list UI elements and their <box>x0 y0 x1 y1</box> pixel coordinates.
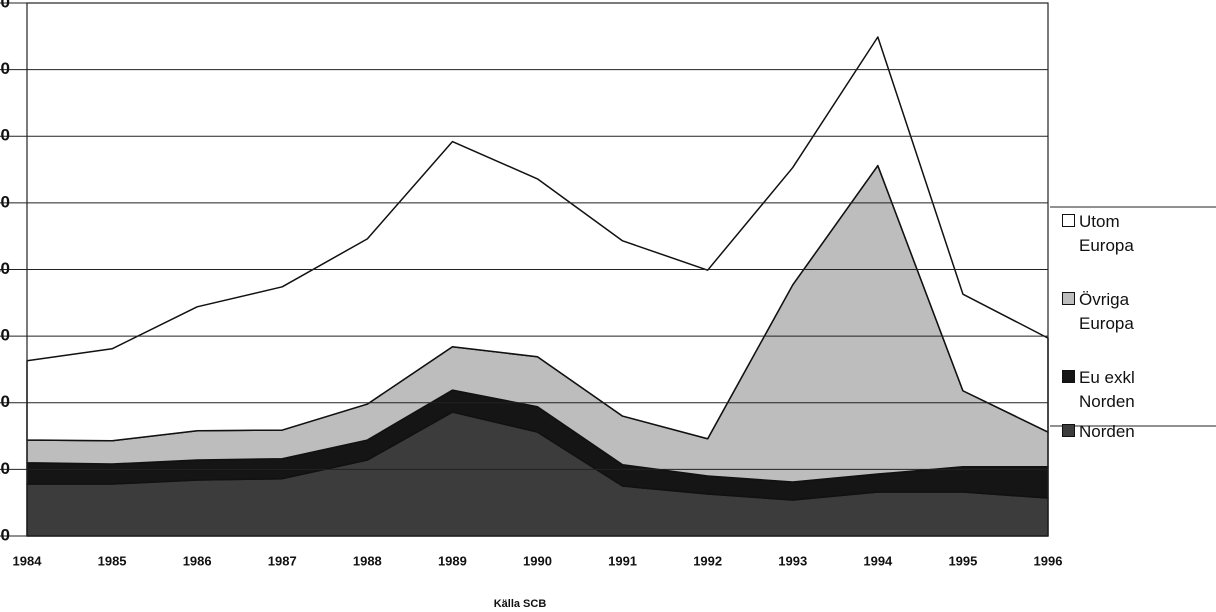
x-tick-label: 1995 <box>948 553 977 568</box>
x-tick-label: 1986 <box>183 553 212 568</box>
source-note: Källa SCB <box>494 598 547 610</box>
legend-item: Norden <box>1062 420 1172 444</box>
legend-label: Eu exkl Norden <box>1079 368 1135 411</box>
legend-swatch <box>1062 370 1075 383</box>
y-tick-label: 70 <box>0 59 10 78</box>
y-tick-label: 80 <box>0 0 10 11</box>
legend-item: Eu exkl Norden <box>1062 366 1172 414</box>
y-tick-label: 60 <box>0 126 10 145</box>
x-tick-label: 1990 <box>523 553 552 568</box>
legend-swatch <box>1062 424 1075 437</box>
legend-swatch <box>1062 292 1075 305</box>
y-tick-label: 0 <box>1 525 10 544</box>
y-tick-label: 30 <box>0 326 10 345</box>
y-tick-label: 20 <box>0 392 10 411</box>
x-tick-label: 1991 <box>608 553 637 568</box>
legend-item: Utom Europa <box>1062 210 1172 258</box>
x-tick-label: 1994 <box>863 553 893 568</box>
legend-label: Övriga Europa <box>1079 290 1134 333</box>
y-tick-label: 40 <box>0 259 10 278</box>
x-tick-label: 1987 <box>268 553 297 568</box>
legend-item: Övriga Europa <box>1062 288 1172 336</box>
y-tick-label: 50 <box>0 192 10 211</box>
y-tick-label: 10 <box>0 459 10 478</box>
legend: Utom Europa Övriga Europa Eu exkl Norden No… <box>1062 210 1172 444</box>
legend-label: Norden <box>1079 422 1135 441</box>
x-tick-label: 1984 <box>13 553 43 568</box>
x-tick-label: 1985 <box>98 553 127 568</box>
x-tick-label: 1993 <box>778 553 807 568</box>
legend-label: Utom Europa <box>1079 212 1134 255</box>
x-tick-label: 1992 <box>693 553 722 568</box>
legend-swatch <box>1062 214 1075 227</box>
x-tick-label: 1996 <box>1034 553 1063 568</box>
plot-frame <box>26 2 1049 537</box>
x-tick-label: 1989 <box>438 553 467 568</box>
x-tick-label: 1988 <box>353 553 382 568</box>
